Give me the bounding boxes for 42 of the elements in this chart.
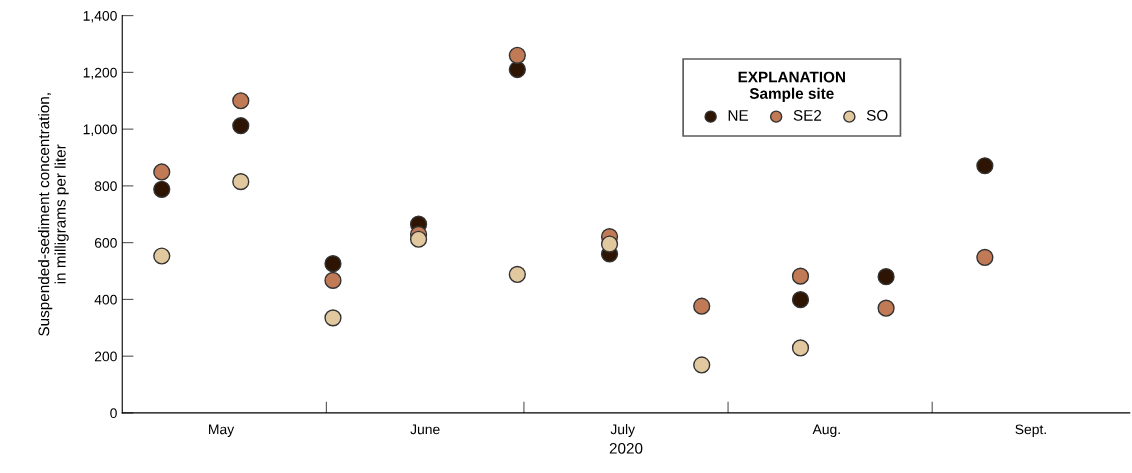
x-axis-title: 2020 [609, 442, 643, 454]
legend-label: NE [728, 110, 749, 121]
y-tick-label: 400 [94, 294, 117, 305]
point [791, 339, 810, 357]
y-axis-title: Suspended-sediment concentration, in milligrams per liter [38, 93, 69, 336]
y-tick-label: 1,000 [83, 124, 117, 136]
x-tick-label: July [610, 424, 636, 437]
y-tick-label: 600 [94, 237, 117, 248]
y-tick-label: 1,200 [83, 67, 117, 80]
point [232, 117, 250, 135]
point [324, 309, 342, 327]
point [153, 163, 171, 181]
point [153, 180, 171, 198]
x-tick-label: May [209, 424, 235, 437]
x-tick-label: Aug. [812, 424, 840, 437]
point [693, 297, 711, 315]
point [508, 265, 526, 284]
y-tick-label: 200 [94, 351, 117, 362]
point [324, 255, 342, 273]
point [232, 92, 250, 110]
x-tick-label: June [410, 424, 440, 435]
point [600, 235, 619, 253]
point [791, 291, 810, 309]
point [409, 230, 428, 248]
point [508, 46, 526, 64]
point [153, 247, 171, 265]
y-tick-label: 800 [94, 181, 117, 192]
point [791, 267, 810, 285]
legend-label: SE2 [793, 109, 822, 121]
point [508, 60, 526, 79]
point [232, 173, 250, 191]
legend-label: SO [866, 109, 888, 121]
point [976, 248, 994, 267]
point [877, 268, 895, 286]
point [877, 299, 895, 317]
point [693, 356, 711, 374]
legend-title: EXPLANATION Sample site [738, 71, 845, 102]
point [976, 157, 994, 175]
y-tick-label: 0 [110, 408, 117, 419]
point [324, 271, 342, 290]
x-tick-label: Sept. [1015, 424, 1046, 437]
y-tick-label: 1,400 [83, 10, 117, 23]
